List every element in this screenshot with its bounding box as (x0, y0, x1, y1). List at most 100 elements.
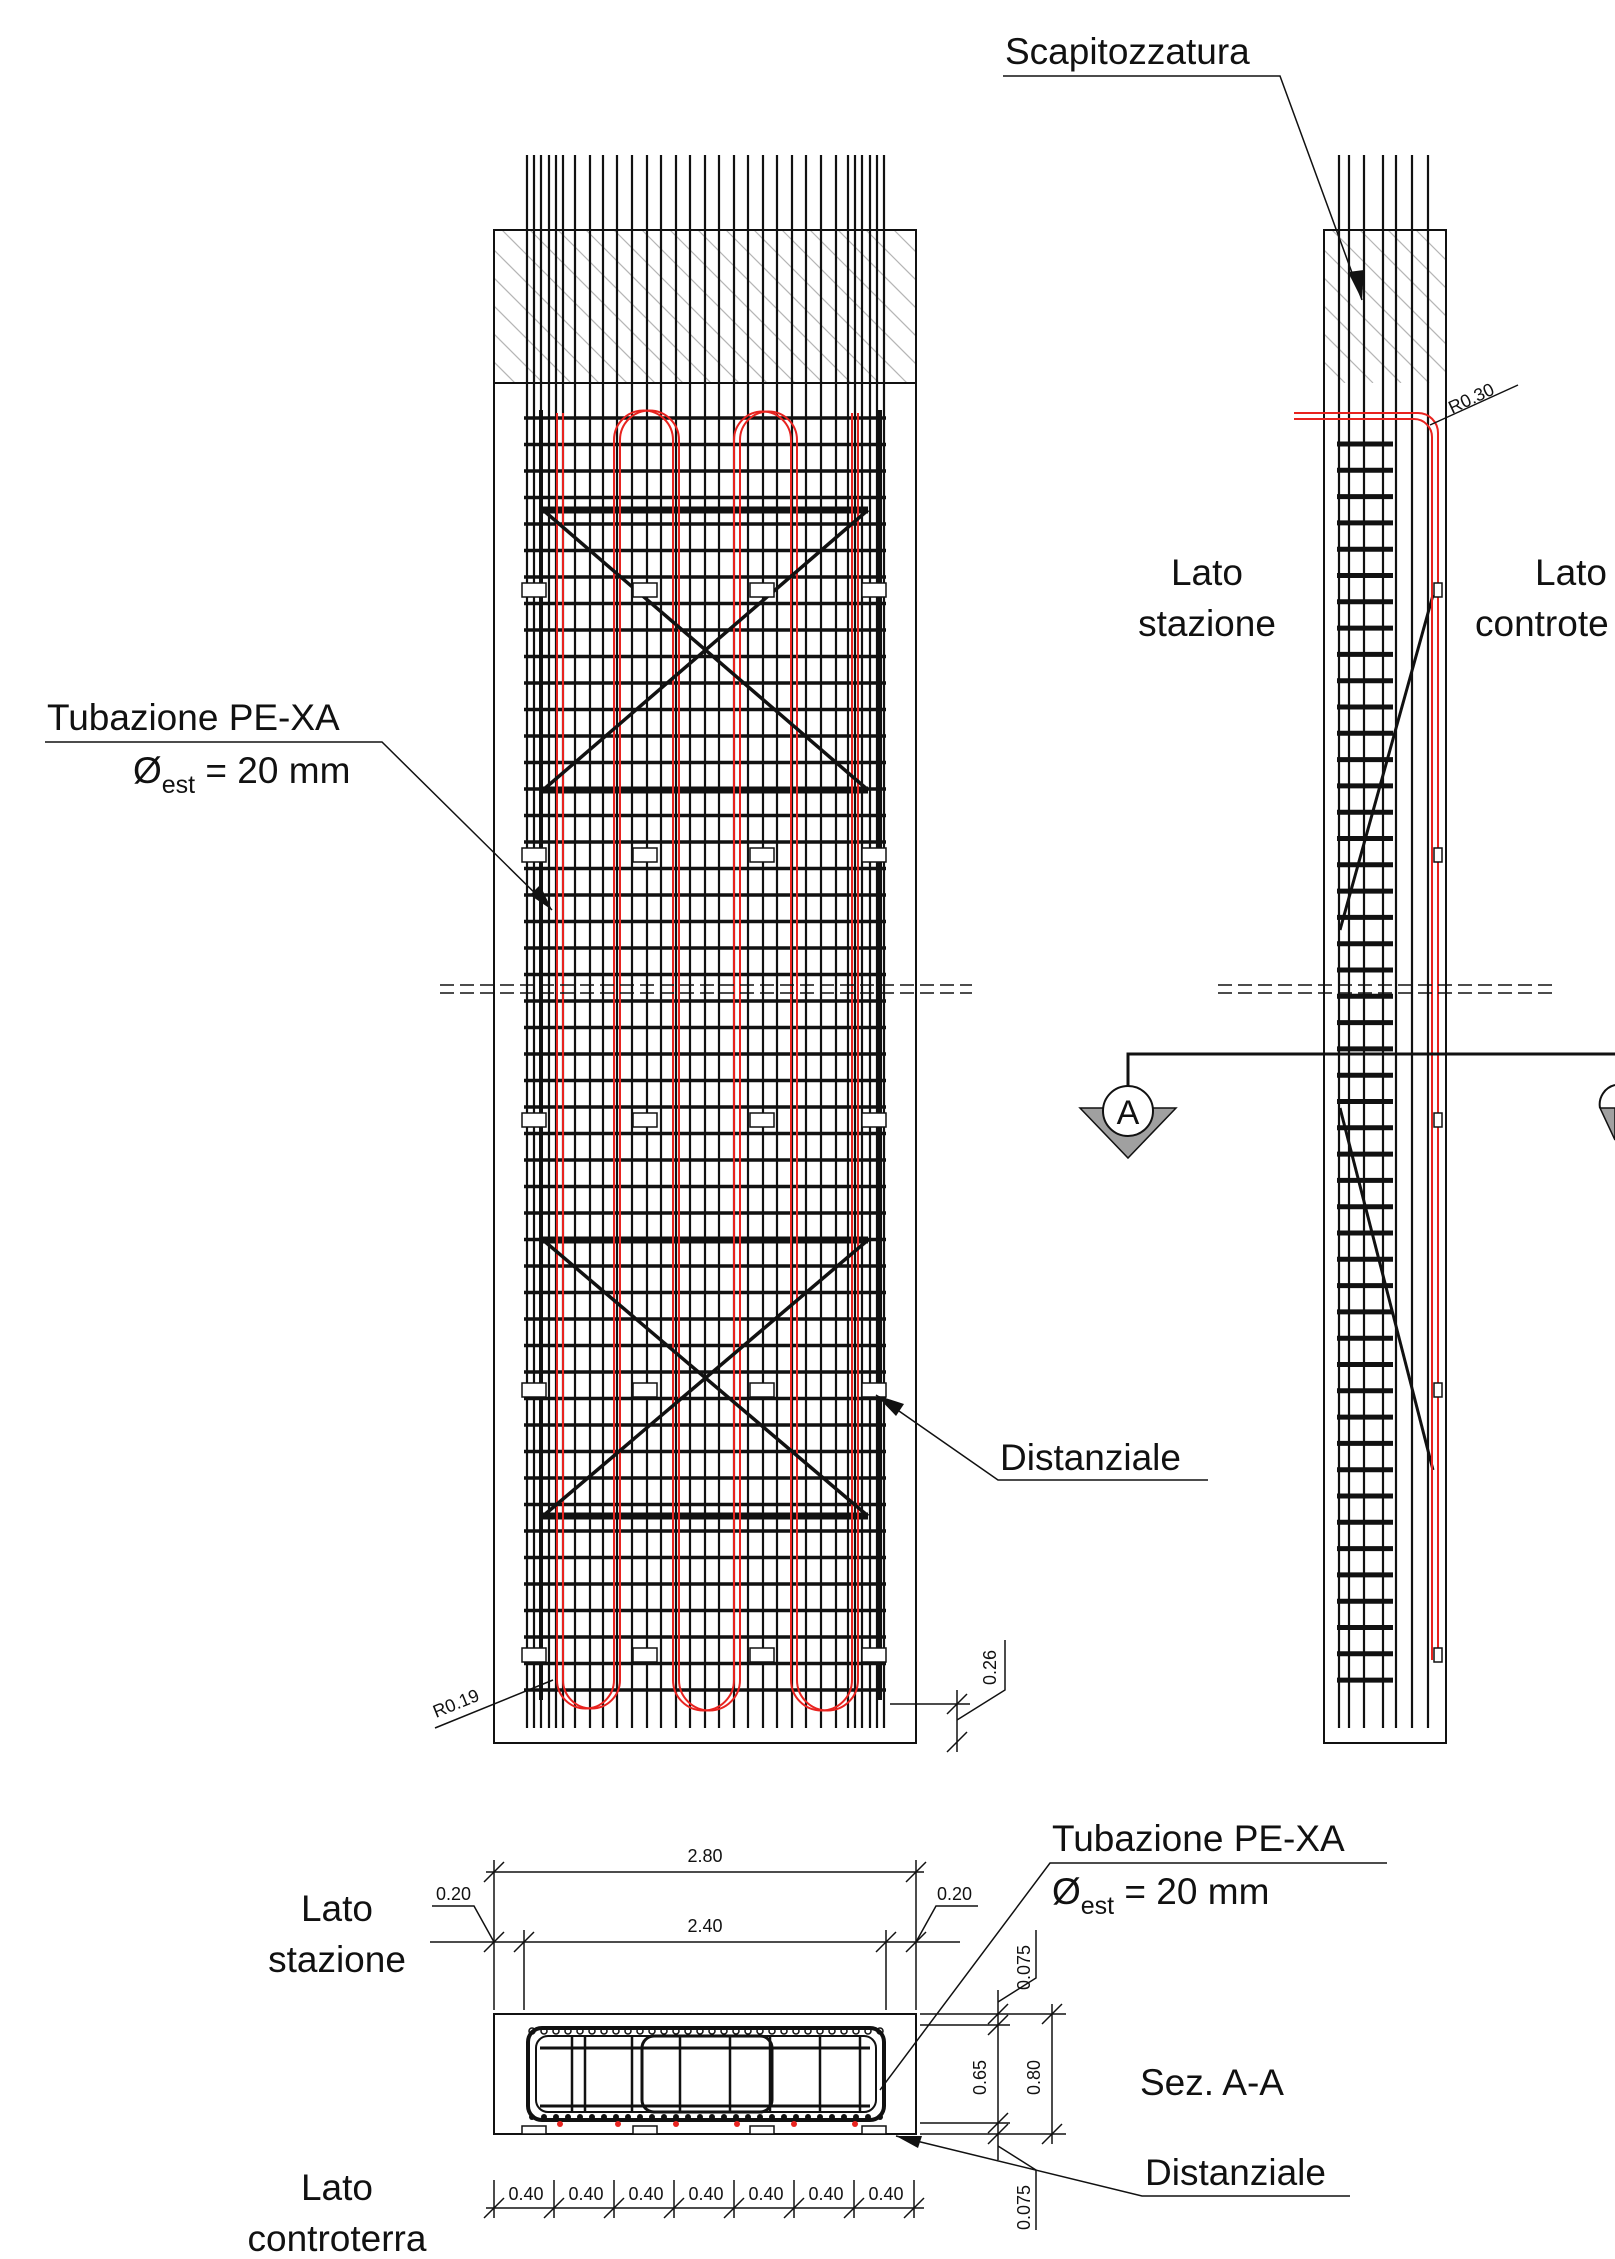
spacing-label: 0.40 (748, 2184, 783, 2204)
side-brace (1338, 594, 1435, 931)
distanziale-section-arrowhead (896, 2136, 922, 2148)
cover-left-label: 0.20 (436, 1884, 471, 1904)
section-cut-line (1126, 1052, 1615, 1095)
hatch-line (1387, 230, 1446, 289)
section-outline (493, 2013, 917, 2135)
spacer (861, 1112, 887, 1128)
section-bar-dot (589, 2114, 595, 2120)
lato-controterra-section-line1: Lato (301, 2167, 373, 2208)
section-bar-dot (865, 2114, 871, 2120)
section-bar-dot (661, 2114, 667, 2120)
section-bar-dot (733, 2114, 739, 2120)
lato-controterra-side-line1: Lato (1535, 552, 1607, 593)
hatch-line (922, 230, 1075, 383)
spacing-tick (783, 2197, 805, 2219)
spacing-tick (903, 2197, 925, 2219)
spacer (521, 1647, 547, 1663)
hatch-line (725, 230, 880, 383)
section-bar-dot (529, 2114, 535, 2120)
spacer (749, 1112, 775, 1128)
section-bar-dot (804, 2027, 812, 2035)
lato-stazione-section-line1: Lato (301, 1888, 373, 1929)
spacer (521, 1112, 547, 1128)
section-marker-circle (1102, 1085, 1154, 1137)
section-bar-dot (829, 2114, 835, 2120)
section-bar-dot (660, 2027, 668, 2035)
spacing-tick (723, 2197, 745, 2219)
section-bar-dot (576, 2027, 584, 2035)
side-pipe (1294, 412, 1439, 1660)
scapitozzatura-leader (1003, 75, 1363, 301)
section-bar-dot (708, 2027, 716, 2035)
front-vertical-bars (525, 155, 886, 1728)
section-bar-dot (697, 2114, 703, 2120)
spacer (521, 847, 547, 863)
hatch-line (334, 230, 487, 383)
lato-controterra-side-line2: controte (1475, 603, 1609, 644)
section-bar-dot (720, 2027, 728, 2035)
cover-right-label: 0.20 (937, 1884, 972, 1904)
diameter-section-rest: = 20 mm (1114, 1871, 1269, 1912)
section-bar-dot (816, 2027, 824, 2035)
section-rebar (521, 2026, 887, 2135)
hatch-line (865, 230, 916, 281)
section-a-a: 2.80 2.40 0.20 0.20 0.075 0.65 0.80 0.07… (430, 1846, 1066, 2230)
bottom-cover-label: 0.26 (980, 1650, 1000, 1685)
spacing-tick (603, 2197, 625, 2219)
section-bar-dot (564, 2027, 572, 2035)
section-bar-dot (781, 2114, 787, 2120)
scapitozzatura-arrowhead (1348, 270, 1364, 300)
side-spacer (1433, 847, 1443, 863)
side-spacers (1433, 582, 1443, 1663)
spacer (749, 1382, 775, 1398)
section-spacer (861, 2125, 887, 2135)
front-spacers (521, 582, 887, 1663)
side-spacer (1433, 582, 1443, 598)
section-bar-dot (612, 2027, 620, 2035)
front-elevation: 0.26 R0.19 (334, 155, 1075, 1753)
side-brace (1338, 1107, 1435, 1471)
spacing-label: 0.40 (808, 2184, 843, 2204)
section-bar-dot (600, 2027, 608, 2035)
section-bar-dot (864, 2027, 872, 2035)
hatch-line (494, 361, 516, 383)
section-pipe-dot (615, 2121, 621, 2127)
lato-controterra-section-line2: controterra (248, 2218, 427, 2259)
spacer (632, 1112, 658, 1128)
side-pipe-outline (1294, 418, 1433, 1660)
section-bar-dot (852, 2027, 860, 2035)
distanziale-front-label: Distanziale (1000, 1437, 1181, 1478)
distanziale-section-label: Distanziale (1145, 2152, 1326, 2193)
hatch-line (809, 230, 916, 337)
diameter-section-sub: est (1081, 1892, 1114, 1920)
section-bar-dot (588, 2027, 596, 2035)
section-bar-dot (601, 2114, 607, 2120)
section-pipe-dot (734, 2121, 740, 2127)
spacing-label: 0.40 (508, 2184, 543, 2204)
section-bar-dot (840, 2027, 848, 2035)
section-pipe-dot (791, 2121, 797, 2127)
cover-top-label: 0.075 (1014, 1945, 1034, 1990)
hatch-line (494, 333, 544, 383)
pipe-outline (562, 409, 859, 1712)
front-cross-braces (541, 508, 870, 1518)
spacer (632, 1647, 658, 1663)
spacer (861, 1647, 887, 1663)
scapitozzatura-label: Scapitozzatura (1005, 31, 1250, 72)
section-bar-dot (637, 2114, 643, 2120)
section-bar-dot (768, 2027, 776, 2035)
section-bar-dot (565, 2114, 571, 2120)
section-bar-dot (744, 2027, 752, 2035)
section-bar-dot (805, 2114, 811, 2120)
spacer (632, 582, 658, 598)
hatch-line (1324, 361, 1346, 383)
section-spacer (521, 2125, 547, 2135)
section-spacer (749, 2125, 775, 2135)
diameter-section-symbol: Ø (1052, 1871, 1081, 1912)
spacing-label: 0.40 (628, 2184, 663, 2204)
brace-diagonal (541, 508, 870, 792)
hatch-line (1415, 230, 1446, 261)
section-bar-dot (757, 2114, 763, 2120)
side-spacer (1433, 1647, 1443, 1663)
